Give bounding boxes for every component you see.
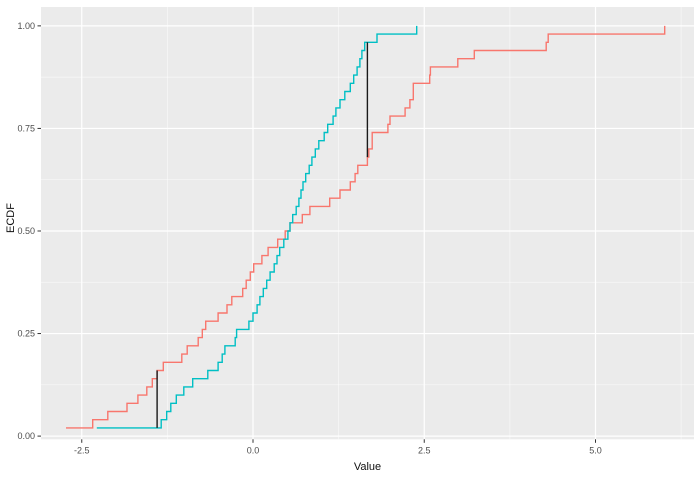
y-tick-label: 1.00 [17, 21, 35, 31]
y-tick-label: 0.00 [17, 431, 35, 441]
ecdf-line-sample-teal [96, 25, 418, 429]
y-axis-title: ECDF [5, 203, 17, 233]
y-tick-label: 0.50 [17, 226, 35, 236]
x-tick-label: 0.0 [247, 445, 260, 455]
y-tick-label: 0.25 [17, 329, 35, 339]
x-axis-title: Value [353, 461, 382, 473]
x-tick-label: -2.5 [74, 445, 90, 455]
x-tick-label: 5.0 [589, 445, 602, 455]
ecdf-line-sample-red [66, 25, 666, 429]
x-tick-label: 2.5 [418, 445, 431, 455]
y-tick-label: 0.75 [17, 123, 35, 133]
